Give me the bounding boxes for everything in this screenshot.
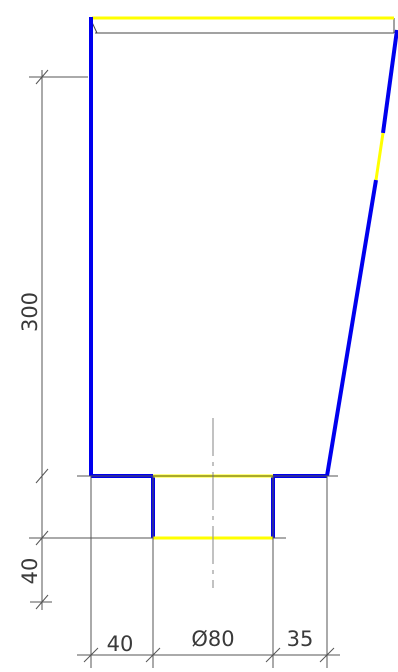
tick-h-3	[265, 647, 281, 663]
dim-label-300: 300	[18, 292, 42, 332]
hopper-outline	[89, 17, 398, 538]
right-wall-upper	[381, 29, 398, 134]
tick-top	[35, 69, 49, 85]
dim-label-40-vertical: 40	[18, 558, 42, 585]
tick-h-4	[319, 647, 335, 663]
horizontal-dimension	[77, 647, 340, 663]
tick-mid-1	[35, 468, 49, 484]
tick-bottom	[35, 594, 49, 610]
extension-lines	[29, 76, 338, 668]
right-wall-lower	[325, 179, 378, 477]
right-wall-highlight	[374, 132, 385, 181]
dim-label-diameter-80: Ø80	[191, 627, 234, 651]
tick-mid-2	[35, 530, 49, 546]
vertical-dimension	[35, 69, 49, 610]
tick-h-2	[145, 647, 161, 663]
dim-label-40-horizontal: 40	[107, 632, 134, 656]
tick-h-1	[83, 647, 99, 663]
dim-label-35: 35	[287, 627, 314, 651]
top-rim	[89, 16, 395, 34]
